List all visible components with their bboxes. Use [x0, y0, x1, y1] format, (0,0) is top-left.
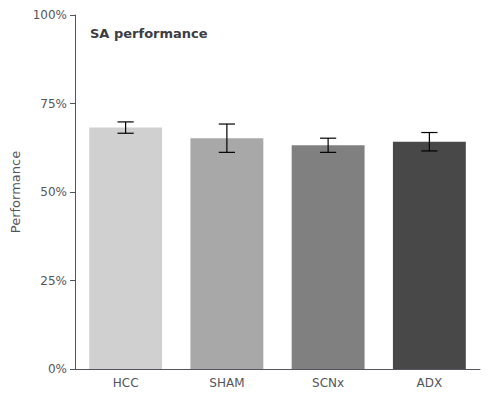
svg-text:100%: 100% — [33, 8, 67, 22]
svg-text:ADX: ADX — [417, 376, 443, 390]
svg-text:Performance: Performance — [8, 151, 23, 233]
svg-text:50%: 50% — [40, 185, 67, 199]
svg-text:SCNx: SCNx — [312, 376, 344, 390]
svg-text:HCC: HCC — [113, 376, 139, 390]
svg-text:25%: 25% — [40, 274, 67, 288]
svg-text:SHAM: SHAM — [209, 376, 244, 390]
svg-text:75%: 75% — [40, 97, 67, 111]
svg-text:0%: 0% — [48, 362, 67, 376]
svg-text:SA performance: SA performance — [90, 26, 208, 41]
